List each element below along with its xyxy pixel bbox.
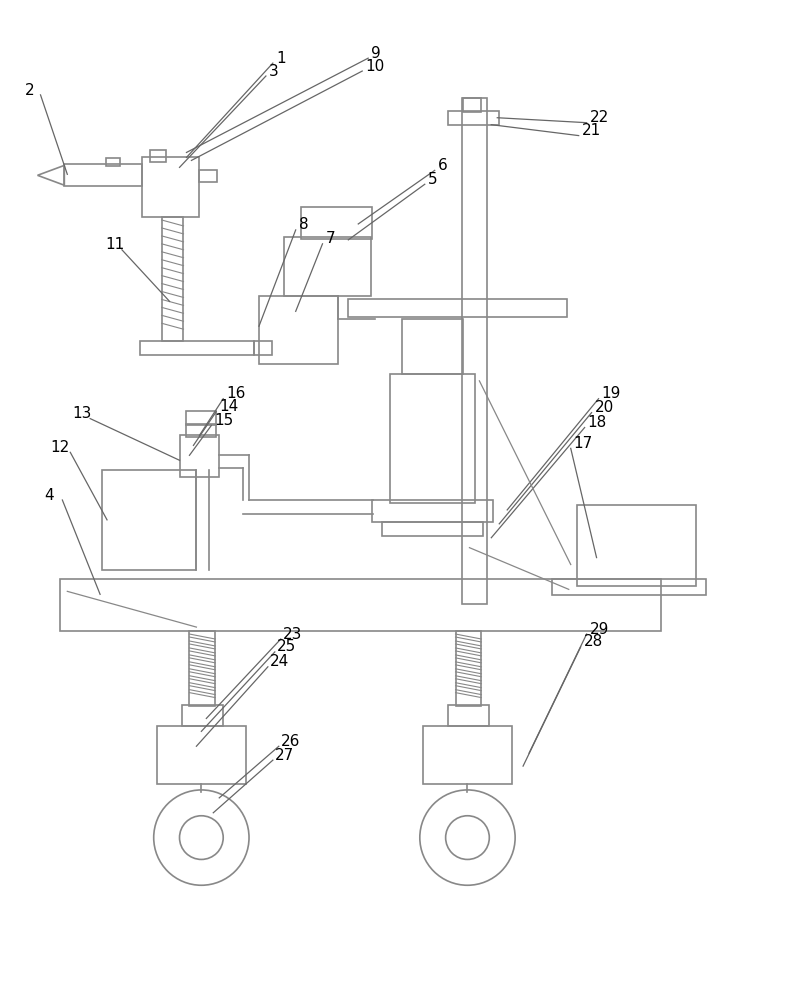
Text: 2: 2 [24, 83, 35, 98]
Text: 5: 5 [428, 172, 437, 187]
Text: 6: 6 [438, 158, 447, 173]
Bar [464, 98, 481, 112]
Text: 15: 15 [215, 413, 233, 428]
Bar [106, 158, 120, 166]
Text: 10: 10 [365, 59, 384, 74]
Text: 23: 23 [283, 627, 302, 642]
Text: 22: 22 [590, 110, 609, 125]
Text: 13: 13 [72, 406, 92, 421]
Bar [447, 705, 490, 726]
Text: 21: 21 [582, 123, 601, 138]
Text: 12: 12 [50, 440, 70, 455]
Bar [64, 164, 141, 186]
Text: 7: 7 [325, 231, 335, 246]
Text: 1: 1 [276, 51, 285, 66]
Text: 8: 8 [299, 217, 308, 232]
Text: 14: 14 [219, 399, 238, 414]
Bar [102, 470, 196, 570]
Bar [423, 726, 512, 784]
Bar [140, 341, 254, 355]
Bar [141, 157, 200, 217]
Text: 4: 4 [45, 488, 54, 503]
Bar [301, 207, 372, 239]
Text: 11: 11 [105, 237, 124, 252]
Text: 20: 20 [594, 400, 614, 415]
Bar [372, 500, 494, 522]
Bar [552, 579, 706, 595]
Bar [179, 435, 219, 477]
Bar [402, 319, 464, 374]
Bar [162, 217, 183, 341]
Text: 24: 24 [270, 654, 289, 669]
Text: 25: 25 [277, 639, 296, 654]
Bar [577, 505, 696, 586]
Text: 29: 29 [590, 622, 609, 637]
Bar [182, 705, 223, 726]
Bar [259, 296, 339, 364]
Bar [461, 98, 487, 604]
Text: 17: 17 [574, 436, 593, 451]
Bar [186, 424, 216, 437]
Bar [200, 170, 217, 182]
Bar [186, 411, 216, 425]
Text: 28: 28 [584, 634, 603, 649]
Bar [284, 237, 371, 296]
Bar [254, 341, 272, 355]
Bar [382, 522, 483, 536]
Bar [149, 150, 166, 162]
Text: 3: 3 [269, 64, 278, 79]
Bar [456, 631, 481, 706]
Text: 16: 16 [226, 386, 245, 401]
Bar [390, 374, 476, 503]
Text: 27: 27 [275, 748, 294, 763]
Bar [61, 579, 661, 631]
Text: 26: 26 [281, 734, 300, 749]
Bar [189, 631, 215, 706]
Bar [156, 726, 246, 784]
Text: 9: 9 [371, 46, 381, 61]
Bar [447, 111, 499, 125]
Text: 19: 19 [601, 386, 621, 401]
Text: 18: 18 [588, 415, 607, 430]
Bar [348, 299, 567, 317]
